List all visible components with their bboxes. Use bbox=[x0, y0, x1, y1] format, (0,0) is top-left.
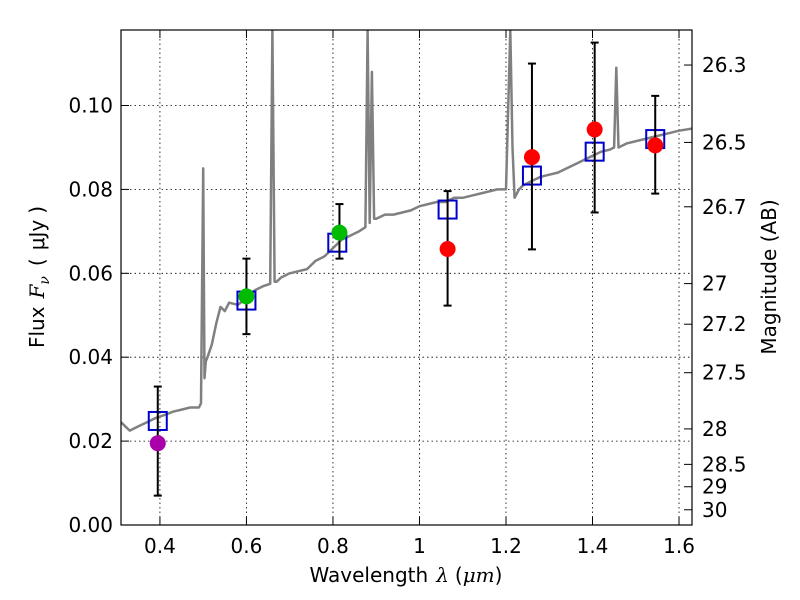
magnitude-tick-label: 28.5 bbox=[702, 452, 747, 476]
y-tick-label: 0.04 bbox=[68, 345, 113, 369]
y-tick-label: 0.00 bbox=[68, 513, 113, 537]
magnitude-tick-label: 29 bbox=[702, 475, 727, 499]
axis-ticks: 0.4 0.6 0.8 1 1.2 1.4 1.6 0.00 0.02 0.04 0.06 0.08 0… bbox=[68, 30, 747, 558]
x-axis-label-paren-open: ( bbox=[455, 563, 463, 587]
magnitude-tick-label: 26.5 bbox=[702, 130, 747, 154]
y-axis-label: Flux Fν ( μJy) bbox=[25, 206, 53, 348]
y-axis-label-paren-open: ( bbox=[25, 258, 49, 266]
observed-photometry-point bbox=[439, 240, 456, 257]
x-tick-label: 1.2 bbox=[490, 534, 522, 558]
x-axis-label-symbol: λ bbox=[435, 563, 449, 587]
y-axis-label-subscript: ν bbox=[37, 276, 53, 285]
x-axis-label-paren-close: ) bbox=[495, 563, 503, 587]
y-tick-label: 0.10 bbox=[68, 94, 113, 118]
magnitude-tick-label: 27 bbox=[702, 272, 727, 296]
x-axis-label: Wavelength λ (μm) bbox=[310, 563, 503, 587]
observed-photometry-point bbox=[149, 435, 166, 452]
magnitude-tick-label: 28 bbox=[702, 417, 727, 441]
y-tick-label: 0.02 bbox=[68, 429, 113, 453]
x-tick-label: 0.6 bbox=[231, 534, 263, 558]
y-axis-label-text: Flux bbox=[25, 306, 49, 348]
observed-photometry-point bbox=[331, 224, 348, 241]
x-axis-label-text: Wavelength bbox=[310, 563, 429, 587]
x-tick-label: 0.8 bbox=[317, 534, 349, 558]
x-tick-label: 1.4 bbox=[577, 534, 609, 558]
observed-photometry-point bbox=[238, 288, 255, 305]
x-tick-label: 1.6 bbox=[663, 534, 695, 558]
photometry-layer bbox=[147, 41, 666, 497]
x-axis-label-unit: μm bbox=[463, 563, 495, 587]
y-tick-label: 0.08 bbox=[68, 177, 113, 201]
y-axis-label-unit: μJy bbox=[25, 220, 49, 251]
magnitude-axis-label: Magnitude (AB) bbox=[757, 199, 781, 354]
magnitude-tick-label: 30 bbox=[702, 498, 727, 522]
observed-photometry-point bbox=[586, 121, 603, 138]
y-axis-label-paren-close: ) bbox=[25, 206, 49, 214]
x-tick-label: 1 bbox=[413, 534, 426, 558]
y-tick-label: 0.06 bbox=[68, 261, 113, 285]
magnitude-tick-label: 27.2 bbox=[702, 312, 747, 336]
magnitude-tick-label: 26.3 bbox=[702, 53, 747, 77]
observed-photometry-point bbox=[647, 137, 664, 154]
observed-photometry-point bbox=[523, 149, 540, 166]
model-sed-layer bbox=[121, 30, 692, 432]
x-tick-label: 0.4 bbox=[144, 534, 176, 558]
model-sed-line bbox=[121, 30, 692, 432]
magnitude-tick-label: 26.7 bbox=[702, 195, 747, 219]
plot-frame bbox=[120, 29, 693, 526]
y-axis-label-symbol: F bbox=[25, 283, 49, 299]
magnitude-tick-label: 27.5 bbox=[702, 361, 747, 385]
